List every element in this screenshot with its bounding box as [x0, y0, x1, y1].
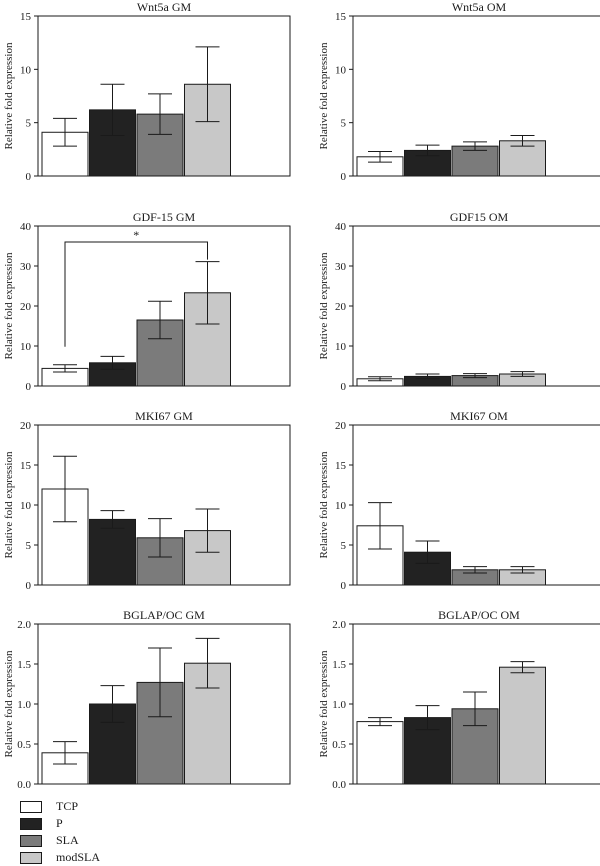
significance-star: *: [133, 228, 139, 242]
y-tick-label: 20: [335, 301, 347, 313]
y-tick-label: 20: [335, 420, 347, 432]
y-axis-label: Relative fold expression: [3, 451, 15, 558]
y-axis-label: Relative fold expression: [3, 650, 15, 757]
y-tick-label: 2.0: [17, 619, 31, 631]
legend-swatch-sla: [20, 834, 42, 847]
y-tick-label: 40: [335, 221, 347, 233]
legend-item-tcp: TCP: [20, 798, 100, 815]
chart-title: MKI67 OM: [450, 409, 508, 423]
chart-panel-8: BGLAP/OC OM Relative fold expression 0.0 0.…: [318, 608, 600, 791]
y-tick-label: 0: [26, 381, 32, 393]
y-tick-label: 1.5: [332, 659, 346, 671]
y-tick-label: 15: [335, 460, 347, 472]
y-tick-label: 5: [341, 540, 347, 552]
y-tick-label: 40: [20, 221, 32, 233]
chart-title: BGLAP/OC GM: [123, 608, 205, 622]
y-tick-label: 0: [341, 171, 347, 183]
y-tick-label: 10: [20, 500, 32, 512]
bar-tcp: [356, 721, 404, 785]
y-axis-label: Relative fold expression: [3, 42, 15, 149]
y-tick-label: 0: [341, 381, 347, 393]
y-tick-label: 30: [335, 261, 347, 273]
y-tick-label: 1.0: [332, 699, 346, 711]
legend-label-p: P: [56, 816, 63, 830]
y-tick-label: 10: [335, 341, 347, 353]
legend-swatch-tcp: [20, 800, 42, 813]
y-tick-label: 5: [26, 118, 32, 130]
bar-modsla: [499, 666, 546, 785]
y-tick-label: 0.5: [17, 739, 31, 751]
y-tick-label: 2.0: [332, 619, 346, 631]
y-axis-label: Relative fold expression: [318, 42, 330, 149]
y-tick-label: 0.0: [332, 779, 346, 791]
chart-title: Wnt5a GM: [137, 0, 192, 14]
y-tick-label: 15: [20, 460, 32, 472]
chart-panel-1: Wnt5a GM Relative fold expression 0 5 10 15: [3, 0, 291, 183]
y-tick-label: 0: [341, 580, 347, 592]
y-tick-label: 10: [20, 64, 32, 76]
y-tick-label: 10: [335, 500, 347, 512]
chart-panel-6: MKI67 OM Relative fold expression 0 5 10 15 20: [318, 409, 600, 592]
chart-title: BGLAP/OC OM: [438, 608, 520, 622]
chart-panel-2: Wnt5a OM Relative fold expression 0 5 10 15: [318, 0, 600, 183]
y-axis-label: Relative fold expression: [3, 252, 15, 359]
chart-title: MKI67 GM: [135, 409, 193, 423]
y-tick-label: 1.5: [17, 659, 31, 671]
legend-label-modsla: modSLA: [56, 850, 101, 864]
chart-panel-3: GDF-15 GM Relative fold expression 0 10 20 30…: [3, 210, 291, 393]
y-tick-label: 10: [335, 64, 347, 76]
chart-panel-4: GDF15 OM Relative fold expression 0 10 20 30 4…: [318, 210, 600, 393]
y-tick-label: 0: [26, 580, 32, 592]
plot-frame: [352, 225, 600, 387]
y-tick-label: 15: [335, 11, 347, 23]
y-axis-label: Relative fold expression: [318, 252, 330, 359]
chart-title: GDF-15 GM: [133, 210, 196, 224]
significance-bracket: [64, 241, 208, 347]
y-axis-label: Relative fold expression: [318, 650, 330, 757]
chart-panel-5: MKI67 GM Relative fold expression 0 5 10 15 20: [3, 409, 291, 592]
legend-swatch-p: [20, 817, 42, 830]
chart-panel-7: BGLAP/OC GM Relative fold expression 0.0 0.…: [3, 608, 291, 791]
legend-item-sla: SLA: [20, 832, 100, 849]
chart-title: GDF15 OM: [450, 210, 509, 224]
legend-label-sla: SLA: [56, 833, 79, 847]
bar-p: [89, 518, 136, 586]
y-tick-label: 20: [20, 420, 32, 432]
y-axis-label: Relative fold expression: [318, 451, 330, 558]
legend-swatch-modsla: [20, 851, 42, 864]
y-tick-label: 15: [20, 11, 32, 23]
chart-title: Wnt5a OM: [452, 0, 507, 14]
y-tick-label: 10: [20, 341, 32, 353]
bar-sla: [451, 145, 499, 177]
y-tick-label: 5: [341, 118, 347, 130]
y-tick-label: 1.0: [17, 699, 31, 711]
legend-item-p: P: [20, 815, 100, 832]
y-tick-label: 5: [26, 540, 32, 552]
y-tick-label: 20: [20, 301, 32, 313]
legend-label-tcp: TCP: [56, 799, 79, 813]
y-tick-label: 0.0: [17, 779, 31, 791]
y-tick-label: 30: [20, 261, 32, 273]
y-tick-label: 0: [26, 171, 32, 183]
y-tick-label: 0.5: [332, 739, 346, 751]
legend-item-modsla: modSLA: [20, 849, 100, 866]
legend: TCP P SLA modSLA: [20, 798, 100, 866]
